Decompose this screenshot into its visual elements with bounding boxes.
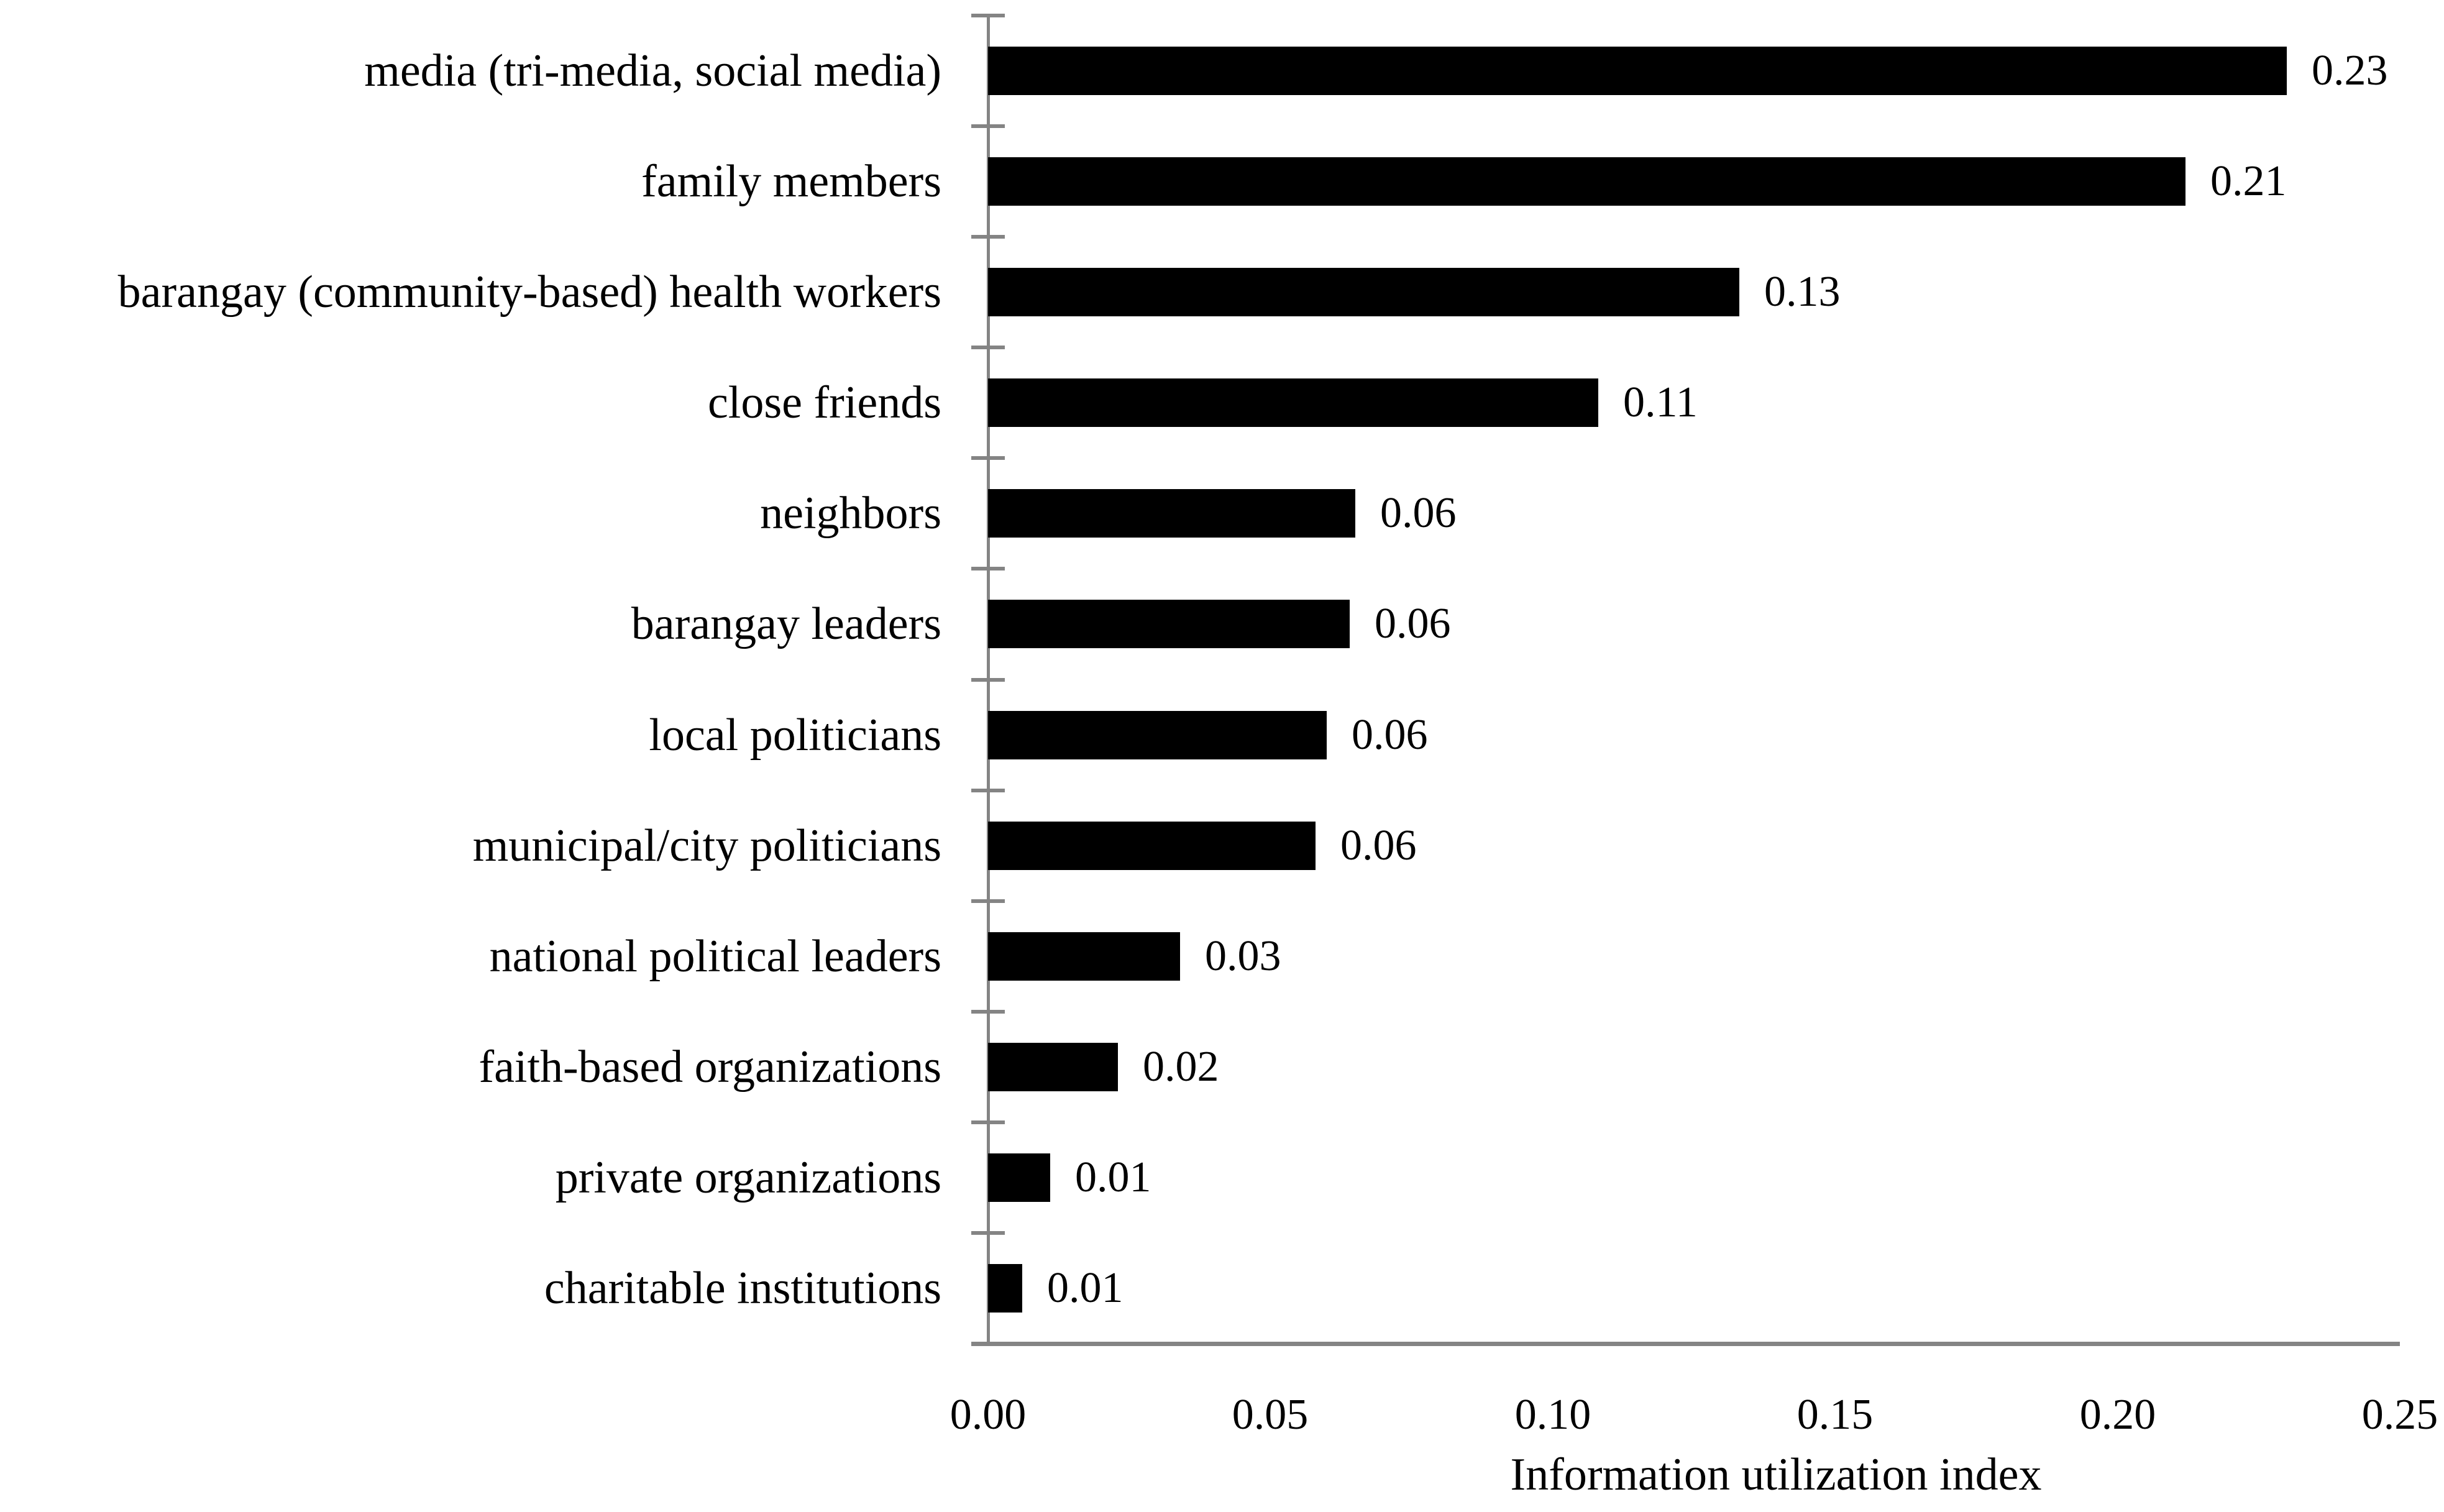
y-axis-tick [971,899,1005,903]
y-axis-tick [971,1231,1005,1235]
y-axis-tick [971,567,1005,570]
category-label: national political leaders [489,931,941,982]
bar [988,489,1355,538]
category-label: faith-based organizations [478,1042,941,1093]
value-label: 0.06 [1352,711,1428,759]
category-label: media (tri-media, social media) [364,45,941,96]
bar [988,268,1739,316]
y-axis-tick [971,1342,1005,1345]
x-tick-label: 0.05 [1232,1391,1309,1439]
bar [988,1264,1022,1313]
x-tick-label: 0.15 [1796,1391,1874,1439]
bar [988,932,1180,981]
value-label: 0.01 [1047,1264,1124,1312]
category-label: municipal/city politicians [472,820,941,871]
category-label: neighbors [760,488,941,539]
value-label: 0.03 [1205,932,1281,980]
bar [988,378,1598,427]
bar [988,1153,1050,1202]
x-tick-label: 0.20 [2079,1391,2156,1439]
y-axis-tick [971,124,1005,128]
y-axis-tick [971,1010,1005,1014]
value-label: 0.21 [2210,157,2287,205]
y-axis-tick [971,346,1005,349]
value-label: 0.06 [1340,822,1417,869]
value-label: 0.06 [1380,489,1457,537]
value-label: 0.13 [1764,268,1841,316]
bar [988,1043,1118,1091]
category-label: private organizations [555,1152,941,1203]
bar [988,600,1350,648]
category-label: close friends [707,377,941,428]
y-axis-tick [971,1120,1005,1124]
value-label: 0.02 [1143,1043,1219,1091]
bar [988,157,2185,206]
value-label: 0.01 [1075,1153,1151,1201]
x-axis-line [971,1342,2400,1346]
category-label: local politicians [649,710,941,761]
y-axis-tick [971,678,1005,682]
category-label: charitable institutions [544,1263,941,1314]
x-tick-label: 0.10 [1514,1391,1591,1439]
y-axis-tick [971,14,1005,17]
value-label: 0.11 [1623,378,1698,426]
category-label: barangay (community-based) health worker… [117,267,941,318]
x-axis-title: Information utilization index [1510,1449,2042,1500]
category-label: family members [641,156,941,207]
y-axis-tick [971,235,1005,239]
y-axis-tick [971,456,1005,460]
bar [988,822,1316,870]
bar [988,711,1327,759]
bar [988,47,2287,95]
value-label: 0.23 [2312,47,2388,94]
y-axis-tick [971,789,1005,792]
category-label: barangay leaders [631,598,941,649]
value-label: 0.06 [1375,600,1451,648]
x-tick-label: 0.00 [950,1391,1027,1439]
x-tick-label: 0.25 [2361,1391,2438,1439]
